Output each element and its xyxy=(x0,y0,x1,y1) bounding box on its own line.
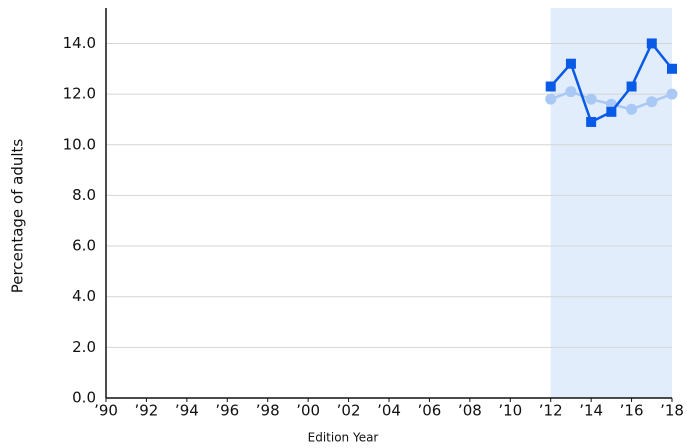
x-tick-label: ’18 xyxy=(660,402,684,420)
x-tick-label: ’94 xyxy=(175,402,199,420)
x-tick-label: ’96 xyxy=(215,402,239,420)
x-tick-label: ’98 xyxy=(256,402,280,420)
x-tick-label: ’02 xyxy=(337,402,361,420)
point xyxy=(565,86,577,98)
point xyxy=(545,81,556,92)
y-tick-label: 12.0 xyxy=(63,85,96,103)
point xyxy=(586,116,597,127)
y-tick-label: 8.0 xyxy=(72,186,96,204)
x-tick-label: ’00 xyxy=(296,402,320,420)
y-tick-label: 4.0 xyxy=(72,287,96,305)
point xyxy=(545,93,557,105)
point xyxy=(626,103,638,115)
point xyxy=(667,63,677,74)
y-tick-label: 0.0 xyxy=(72,389,96,407)
y-tick-label: 10.0 xyxy=(63,135,96,153)
x-tick-label: ’92 xyxy=(134,402,158,420)
point xyxy=(565,58,576,69)
x-tick-label: ’14 xyxy=(579,402,603,420)
y-tick-label: 14.0 xyxy=(63,34,96,52)
point xyxy=(666,88,678,100)
y-axis-label: Percentage of adults xyxy=(9,139,27,294)
y-tick-label: 6.0 xyxy=(72,237,96,255)
x-tick-label: ’06 xyxy=(417,402,441,420)
highlight-band xyxy=(550,8,672,398)
point xyxy=(606,106,617,117)
x-axis-label: Edition Year xyxy=(308,431,379,445)
x-tick-label: ’08 xyxy=(458,402,482,420)
x-tick-label: ’10 xyxy=(498,402,522,420)
point xyxy=(626,81,637,92)
x-tick-label: ’12 xyxy=(539,402,563,420)
x-tick-label: ’90 xyxy=(94,402,118,420)
point xyxy=(646,96,658,108)
y-tick-label: 2.0 xyxy=(72,338,96,356)
point xyxy=(585,93,597,105)
x-tick-label: ’16 xyxy=(620,402,644,420)
x-tick-label: ’04 xyxy=(377,402,401,420)
point xyxy=(646,38,657,49)
